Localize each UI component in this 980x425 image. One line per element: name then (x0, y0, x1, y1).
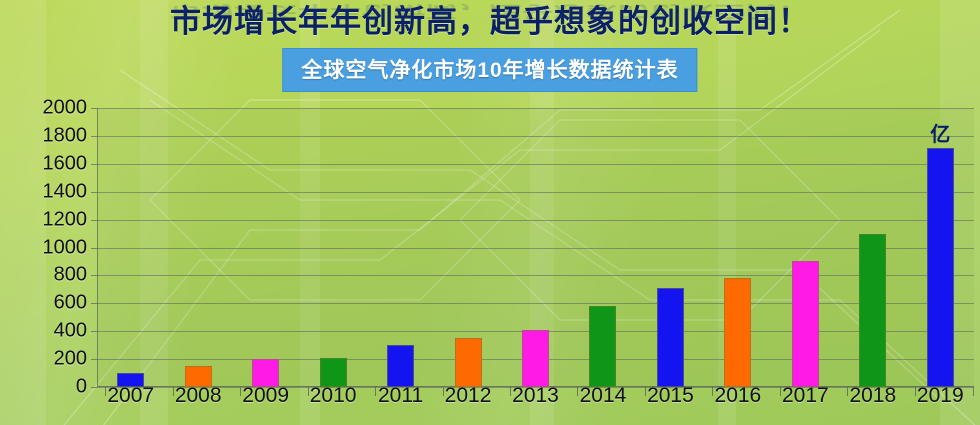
y-tick-mark (91, 331, 97, 333)
gridline (97, 247, 974, 249)
bar-2011 (387, 345, 415, 387)
x-tick-mark (914, 387, 916, 396)
x-axis-tick-label: 2010 (309, 384, 357, 407)
x-tick-mark (973, 387, 974, 396)
bar-chart: 2000 1800 1600 1400 1200 1000 800 600 400 200 0 20… (0, 95, 980, 425)
y-tick-mark (91, 303, 97, 305)
bar-2014 (589, 306, 617, 387)
bar-2013 (522, 329, 549, 387)
x-axis-tick-label: 2019 (916, 384, 964, 407)
x-tick-mark (105, 387, 107, 396)
gridline (97, 387, 974, 388)
x-tick-mark (847, 387, 849, 396)
y-tick-mark (91, 387, 97, 388)
x-axis-tick-label: 2011 (377, 384, 424, 407)
y-axis-tick-label: 1000 (42, 236, 88, 258)
y-tick-mark (91, 275, 97, 277)
bar-2018 (859, 233, 887, 387)
x-axis-tick-label: 2018 (849, 384, 897, 407)
y-tick-mark (91, 359, 97, 361)
bar-2017 (791, 261, 819, 387)
x-axis-tick-label: 2017 (781, 384, 829, 407)
gridline (97, 219, 974, 221)
y-axis-tick-label: 0 (75, 375, 87, 398)
x-axis-tick-label: 2009 (242, 384, 289, 407)
x-tick-mark (307, 387, 309, 396)
y-tick-mark (91, 163, 97, 165)
x-axis-tick-label: 2014 (579, 384, 627, 407)
bar-2016 (724, 278, 752, 387)
gridline (97, 303, 974, 305)
plot-area: 2000 1800 1600 1400 1200 1000 800 600 400 200 0 (43, 97, 974, 398)
x-axis-tick-label: 2012 (444, 384, 492, 407)
unit-annotation: 亿 (930, 124, 951, 147)
gridline (97, 191, 974, 193)
y-axis-tick-label: 1800 (42, 124, 88, 147)
y-tick-mark (91, 219, 97, 221)
x-tick-mark (712, 387, 714, 396)
y-axis-tick-label: 800 (53, 263, 87, 286)
gridline (97, 108, 974, 109)
y-tick-mark (91, 135, 97, 137)
y-axis-tick-label: 600 (53, 291, 87, 314)
x-axis-tick-label: 2013 (512, 384, 559, 407)
x-axis-tick-label: 2016 (714, 384, 762, 407)
gridline (97, 275, 974, 277)
bar-2010 (319, 358, 347, 387)
bar-2007 (117, 373, 145, 387)
header: 市场增长年年创新高，超乎想象的创收空间！ 市场增长年年创新高，超乎想象的创收空间… (0, 0, 980, 95)
x-tick-mark (172, 387, 174, 396)
x-tick-mark (577, 387, 579, 396)
y-axis-tick-label: 1600 (42, 152, 88, 175)
y-axis-tick-label: 200 (53, 347, 87, 370)
x-tick-mark (779, 387, 781, 396)
x-axis-tick-label: 2015 (647, 384, 694, 407)
gridline (97, 135, 974, 137)
y-tick-mark (91, 108, 97, 109)
bar-2015 (656, 287, 684, 387)
bar-2012 (454, 338, 482, 387)
bar-2009 (252, 359, 280, 387)
y-tick-mark (91, 191, 97, 193)
y-axis-tick-label: 1400 (42, 180, 88, 203)
y-axis-tick-label: 2000 (42, 96, 88, 119)
x-tick-mark (240, 387, 242, 396)
y-axis-tick-label: 400 (53, 319, 87, 342)
banner-title: 全球空气净化市场10年增长数据统计表 (282, 48, 698, 92)
x-tick-mark (375, 387, 377, 396)
x-tick-mark (510, 387, 511, 396)
page-title: 市场增长年年创新高，超乎想象的创收空间！ (170, 4, 810, 39)
page-title-reflection: 市场增长年年创新高，超乎想象的创收空间！ (170, 2, 810, 22)
y-tick-mark (91, 247, 97, 249)
x-axis-tick-label: 2008 (174, 384, 222, 407)
gridline (97, 163, 974, 165)
x-tick-mark (442, 387, 444, 396)
y-axis-tick-label: 1200 (42, 208, 88, 231)
bar-2019 (926, 148, 954, 387)
x-tick-mark (644, 387, 646, 396)
bar-2008 (184, 366, 212, 387)
x-axis-tick-label: 2007 (107, 384, 155, 407)
